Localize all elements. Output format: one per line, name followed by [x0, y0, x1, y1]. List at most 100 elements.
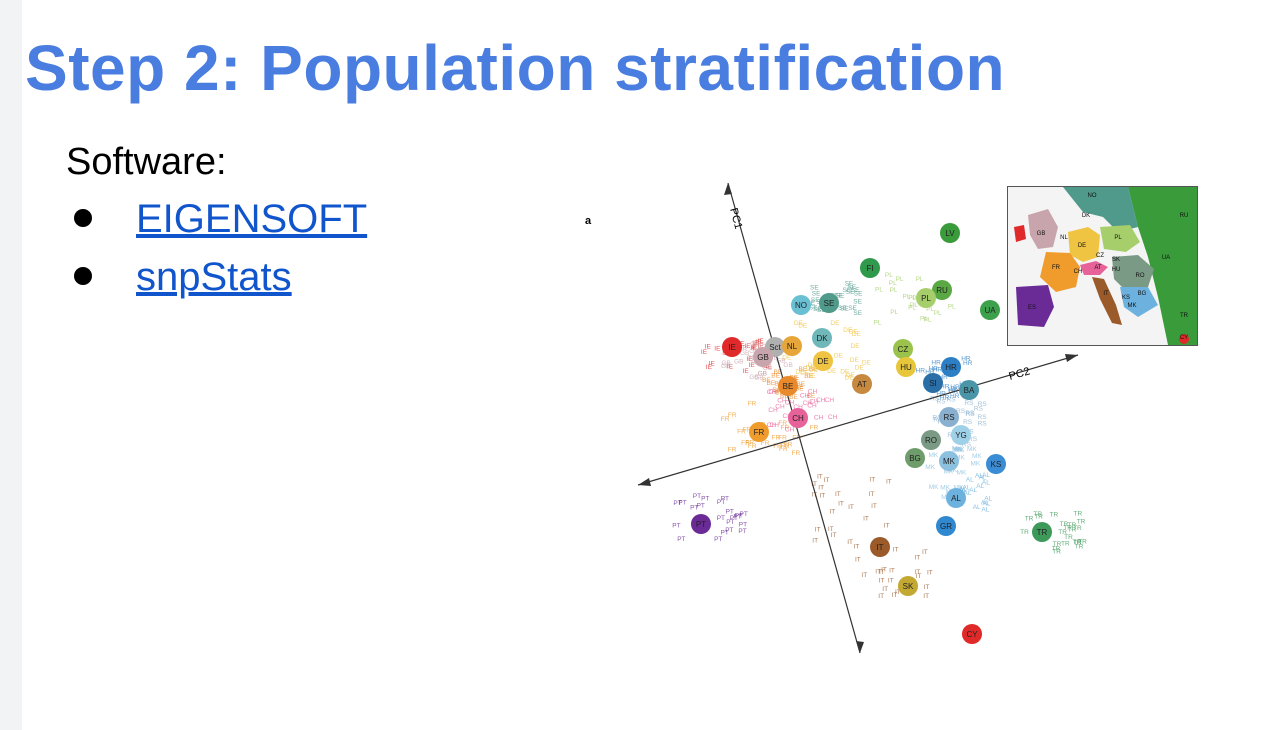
sample-point-label: AL [963, 485, 971, 492]
sample-point-label: IE [714, 345, 721, 352]
sample-point-label: IE [756, 339, 763, 346]
sample-point-label: IT [881, 567, 887, 574]
sample-point-label: GB [738, 345, 747, 352]
sample-point-label: DE [807, 372, 817, 379]
sample-point-label: FR [792, 450, 801, 457]
sample-point-label: IT [869, 491, 875, 498]
sample-point-label: TR [1064, 534, 1073, 541]
sample-point-label: RS [947, 397, 957, 404]
snpstats-link[interactable]: snpStats [136, 255, 292, 299]
sample-point-label: DE [852, 331, 862, 338]
sample-point-label: TR [1077, 519, 1086, 526]
centroid-marker [788, 408, 808, 428]
sample-point-label: DE [798, 322, 808, 329]
sample-point-label: CH [816, 397, 826, 404]
sample-point-label: IT [916, 573, 922, 580]
sample-point-label: MK [957, 470, 967, 477]
sample-point-label: PL [924, 316, 932, 323]
sample-point-label: SE [853, 298, 862, 305]
population-centroid: NL [782, 336, 802, 356]
sample-point-label: CH [814, 414, 824, 421]
sample-point-label: BE [773, 387, 782, 394]
sample-point-label: AL [959, 486, 967, 493]
sample-point-label: IT [927, 569, 933, 576]
sample-point-label: RS [937, 398, 947, 405]
sample-point-label: IT [884, 522, 890, 529]
sample-point-label: IT [879, 569, 885, 576]
population-centroid: UA [980, 300, 1000, 320]
sample-point-label: SE [811, 297, 820, 304]
sample-point-label: SE [843, 287, 852, 294]
sample-point-label: TR [1020, 529, 1029, 536]
sample-point-label: GB [747, 354, 756, 361]
sample-point-label: RS [974, 406, 984, 413]
sample-point-label: RS [978, 414, 988, 421]
sample-point-label: DE [840, 369, 850, 376]
centroid-marker [959, 380, 979, 400]
sample-point-label: TR [1075, 544, 1084, 551]
centroid-marker [932, 280, 952, 300]
centroid-label: BE [783, 382, 794, 391]
map-country-label: BG [1138, 291, 1147, 297]
sample-point-label: GB [768, 354, 777, 361]
sample-point-label: HR [929, 365, 939, 372]
population-centroid: AT [852, 374, 872, 394]
map-country-label: ES [1028, 305, 1036, 311]
sample-point-label: FR [721, 416, 730, 423]
sample-point-label: IT [863, 516, 869, 523]
centroid-label: GR [940, 522, 952, 531]
sample-point-label: TR [1053, 541, 1062, 548]
sample-point-label: DE [808, 362, 818, 369]
eigensoft-link[interactable]: EIGENSOFT [136, 197, 368, 241]
sample-point-label: IT [828, 526, 834, 533]
sample-point-label: HR [925, 369, 935, 376]
sample-point-label: SE [809, 304, 818, 311]
map-region-balkans-north [1112, 255, 1154, 291]
sample-point-label: IE [751, 345, 758, 352]
sample-point-label: PL [920, 315, 928, 322]
pc1-arrowhead-icon [856, 641, 864, 653]
sample-point-label: SE [813, 306, 822, 313]
sample-point-label: PT [678, 500, 686, 507]
centroid-label: FR [754, 428, 765, 437]
sample-point-label: PL [890, 287, 898, 294]
centroid-label: BA [964, 386, 975, 395]
sample-point-label: FR [737, 428, 746, 435]
sample-point-label: GB [734, 359, 743, 366]
population-centroid: AL [946, 488, 966, 508]
sample-point-label: GB [754, 374, 763, 381]
sample-point-label: PT [730, 515, 738, 522]
europe-map: NO DK RU GB NL DE PL CZ SK UA FR CH AT HU RO BG TR ES IT KS… [1008, 187, 1197, 345]
centroid-marker [940, 223, 960, 243]
sample-point-label: MK [947, 467, 957, 474]
sample-point-label: IT [895, 589, 901, 596]
sample-point-label: IT [871, 503, 877, 510]
centroid-marker [778, 376, 798, 396]
sample-point-label: IE [701, 349, 708, 356]
figure-panel-letter: a [585, 215, 592, 227]
sample-point-label: PT [693, 493, 701, 500]
sample-point-label: PT [697, 503, 705, 510]
population-centroid: YG [951, 425, 971, 445]
sample-point-label: MK [940, 485, 950, 492]
population-centroid: SE [819, 293, 839, 313]
centroid-label: MK [943, 457, 956, 466]
sample-point-label: MK [967, 446, 977, 453]
sample-point-label: PL [889, 280, 897, 287]
sample-point-label: TR [1073, 525, 1082, 532]
sample-point-label: BE [807, 393, 816, 400]
sample-point-label: MK [954, 447, 964, 454]
pc2-arrowhead-icon [638, 478, 651, 486]
population-centroid: GB [753, 347, 773, 367]
centroid-marker [898, 576, 918, 596]
centroid-marker [852, 374, 872, 394]
population-centroid: NO [791, 295, 811, 315]
sample-point-label: TR [1073, 540, 1082, 547]
sample-point-label: AL [982, 472, 990, 479]
sample-point-label: SE [806, 300, 815, 307]
population-centroid: TR [1032, 522, 1052, 542]
sample-point-label: PT [725, 527, 733, 534]
sample-point-label: PT [714, 536, 722, 543]
population-centroid: IT [870, 537, 890, 557]
centroid-label: SE [824, 299, 835, 308]
